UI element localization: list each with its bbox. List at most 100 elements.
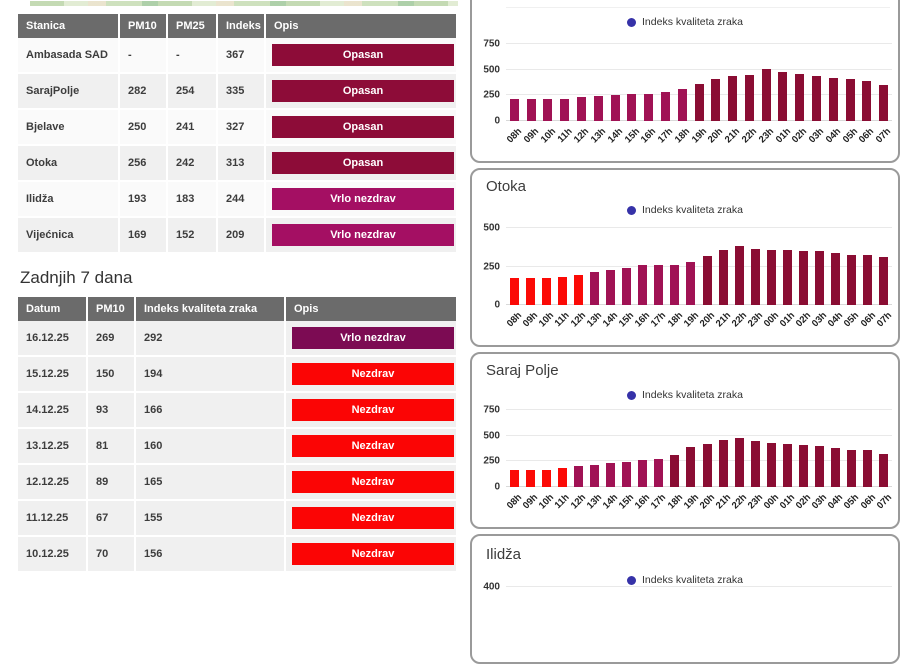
bar[interactable] [879,85,889,121]
bar[interactable] [782,250,792,305]
bar[interactable] [638,265,648,305]
last7-section-title: Zadnjih 7 dana [20,268,133,287]
bar[interactable] [799,445,809,487]
bar[interactable] [766,443,776,487]
bar[interactable] [686,262,696,305]
cell-indeks: 160 [136,429,286,465]
y-axis-tick-label: 0 [494,299,500,311]
bar[interactable] [815,446,825,487]
chart-legend-item[interactable]: Indeks kvaliteta zraka [472,204,898,216]
bar[interactable] [541,470,551,487]
bar[interactable] [509,278,519,305]
bar[interactable] [557,468,567,487]
bar[interactable] [622,462,632,487]
bar[interactable] [526,99,536,121]
bar[interactable] [879,454,889,487]
bar[interactable] [560,99,570,121]
bar[interactable] [525,278,535,305]
status-badge: Vrlo nezdrav [272,224,454,246]
bar[interactable] [670,265,680,305]
bar[interactable] [606,270,616,305]
bar[interactable] [718,250,728,305]
bar[interactable] [815,251,825,305]
cell-opis: Opasan [266,146,458,182]
bar[interactable] [711,79,721,121]
bar[interactable] [879,257,889,305]
bar[interactable] [831,253,841,305]
cell-opis: Nezdrav [286,465,458,501]
bar[interactable] [863,255,873,305]
cell-pm10: 193 [120,182,168,218]
bar[interactable] [638,460,648,487]
y-gridline [506,586,892,587]
cell-opis: Nezdrav [286,537,458,573]
bar[interactable] [718,440,728,487]
y-axis-tick-label: 0 [494,481,500,493]
x-axis-tick-label: 18h [672,126,692,146]
bar[interactable] [610,95,620,121]
bar[interactable] [509,470,519,487]
bar[interactable] [734,438,744,487]
bar[interactable] [622,268,632,305]
bar[interactable] [694,84,704,121]
bar[interactable] [831,448,841,487]
bar[interactable] [847,450,857,487]
status-badge: Nezdrav [292,363,454,385]
charts-column: Indeks kvaliteta zraka 750 500 250 0 08h 09h 10… [470,0,900,664]
chart-legend-item[interactable]: Indeks kvaliteta zraka [472,16,898,28]
bar[interactable] [799,251,809,305]
bar[interactable] [660,92,670,121]
bar[interactable] [847,255,857,305]
bar[interactable] [778,72,788,121]
bar[interactable] [589,272,599,305]
cell-indeks: 166 [136,393,286,429]
bar[interactable] [728,76,738,121]
cell-pm10: 67 [88,501,136,537]
chart-panel-chart-0: Indeks kvaliteta zraka 750 500 250 0 08h 09h 10… [470,0,900,163]
bar[interactable] [543,99,553,121]
bar[interactable] [702,256,712,305]
bar[interactable] [702,444,712,487]
bar[interactable] [557,277,567,305]
bar[interactable] [677,89,687,121]
cell-opis: Opasan [266,74,458,110]
bar[interactable] [863,450,873,487]
bar[interactable] [734,246,744,305]
bar[interactable] [828,78,838,121]
bar[interactable] [654,265,664,305]
bar[interactable] [541,278,551,305]
bar[interactable] [750,441,760,487]
bar[interactable] [644,94,654,121]
bar[interactable] [589,465,599,487]
chart-legend-item[interactable]: Indeks kvaliteta zraka [472,574,898,586]
bar[interactable] [670,455,680,487]
bar[interactable] [593,96,603,121]
bar[interactable] [627,94,637,121]
left-column: Stanica PM10 PM25 Indeks Opis Ambasada SAD - -3… [18,14,458,573]
bar[interactable] [845,79,855,121]
bar[interactable] [761,69,771,121]
bar[interactable] [782,444,792,487]
cell-opis: Opasan [266,110,458,146]
x-axis-tick-label: 05h [842,492,862,512]
bar[interactable] [573,466,583,487]
bar[interactable] [862,81,872,121]
bar[interactable] [795,74,805,121]
x-axis-tick-label: 17h [649,310,669,330]
bar[interactable] [573,275,583,305]
bar[interactable] [744,75,754,121]
bar[interactable] [525,470,535,487]
bar[interactable] [766,250,776,305]
bar[interactable] [606,463,616,487]
bar[interactable] [577,97,587,121]
status-badge: Vrlo nezdrav [272,188,454,210]
bar[interactable] [750,249,760,305]
bar[interactable] [811,76,821,121]
cell-indeks: 313 [218,146,266,182]
chart-title: Otoka [486,178,527,195]
chart-plot-area: 400 [483,582,892,647]
bar[interactable] [509,99,519,121]
chart-legend-item[interactable]: Indeks kvaliteta zraka [472,389,898,401]
bar[interactable] [654,459,664,487]
bar[interactable] [686,447,696,487]
